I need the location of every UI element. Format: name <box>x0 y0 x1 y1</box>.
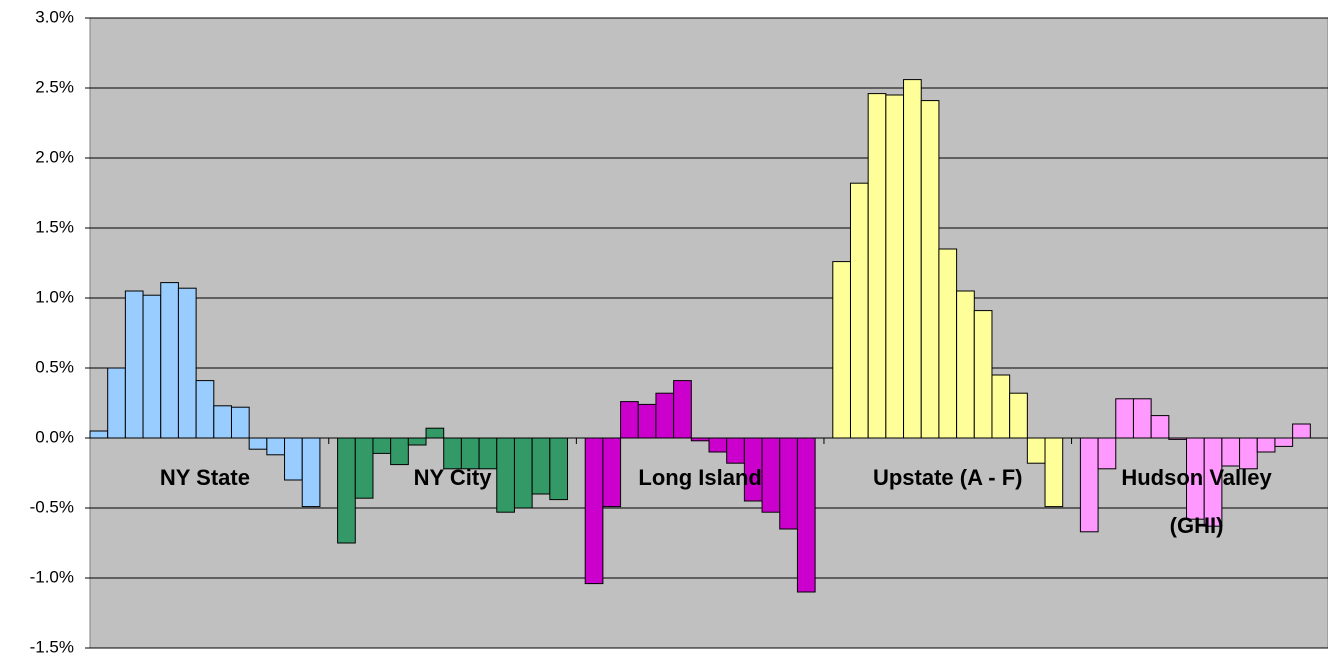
bar <box>973 310 993 439</box>
bar <box>230 406 250 439</box>
bar <box>920 100 940 439</box>
y-tick-label: -1.5% <box>30 637 74 656</box>
category-label: Hudson Valley (GHI) <box>1121 465 1272 538</box>
bar <box>372 437 392 454</box>
y-tick-label: 3.0% <box>35 7 74 26</box>
bar <box>673 380 692 439</box>
bar <box>796 437 816 593</box>
y-tick-label: 1.5% <box>35 217 74 236</box>
bar <box>142 294 162 439</box>
bar <box>1292 423 1311 439</box>
bar <box>637 403 657 439</box>
bar <box>390 437 409 466</box>
category-label: NY State <box>159 465 250 490</box>
bar <box>248 437 268 450</box>
bar <box>938 248 958 439</box>
bar <box>620 401 639 439</box>
bar <box>301 437 321 508</box>
bar <box>160 282 179 439</box>
bar <box>1044 437 1064 508</box>
bar <box>107 367 126 439</box>
bar <box>407 437 427 446</box>
y-tick-label: 1.0% <box>35 287 74 306</box>
y-tick-label: 2.0% <box>35 147 74 166</box>
y-tick-label: -1.0% <box>30 567 74 586</box>
bar <box>195 380 215 439</box>
bar <box>1168 437 1188 440</box>
bar <box>1150 415 1170 439</box>
plot-area <box>89 17 1328 649</box>
bar <box>832 261 851 439</box>
bar <box>1079 437 1099 533</box>
bar <box>177 287 197 439</box>
bar <box>867 93 887 439</box>
bar <box>885 94 905 439</box>
bar <box>655 392 675 439</box>
bar <box>1239 437 1258 470</box>
bar <box>549 437 569 501</box>
bar <box>124 290 144 439</box>
bar <box>584 437 604 585</box>
bar <box>1115 398 1134 439</box>
bar <box>956 290 975 439</box>
bar <box>266 437 286 456</box>
y-tick-label: 0.5% <box>35 357 74 376</box>
bar <box>1203 437 1223 527</box>
bar <box>89 430 109 439</box>
bar <box>903 79 922 439</box>
bar <box>354 437 374 499</box>
category-label: Long Island <box>638 465 762 490</box>
bar <box>1009 392 1028 439</box>
bar <box>602 437 622 508</box>
bar <box>213 405 232 439</box>
bar <box>1274 437 1294 447</box>
category-label: NY City <box>413 465 492 490</box>
bar <box>425 427 445 439</box>
bar <box>1097 437 1117 470</box>
bar <box>1132 398 1152 439</box>
bar <box>991 374 1011 439</box>
y-tick-label: 2.5% <box>35 77 74 96</box>
bar <box>708 437 728 453</box>
bar <box>1256 437 1276 453</box>
bar <box>690 437 710 442</box>
y-tick-label: -0.5% <box>30 497 74 516</box>
category-label: Upstate (A - F) <box>872 465 1023 490</box>
y-tick-label: 0.0% <box>35 427 74 446</box>
bar <box>849 182 869 439</box>
